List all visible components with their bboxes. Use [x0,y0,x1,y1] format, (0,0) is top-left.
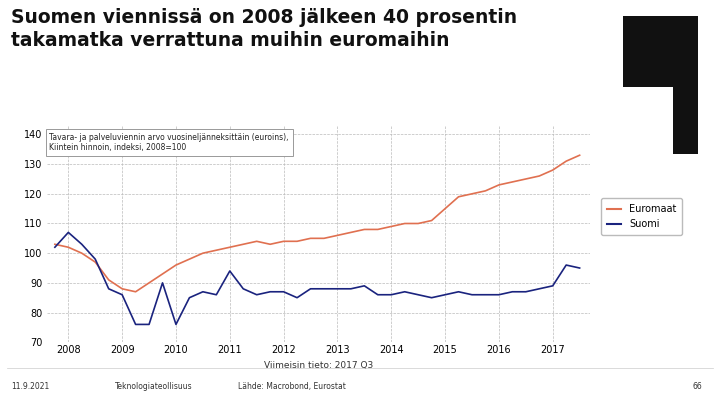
Suomi [78,242,86,247]
Euromaat [225,245,234,249]
Euromaat [91,260,99,264]
Euromaat [400,221,409,226]
Euromaat [535,174,544,179]
Suomi [521,289,530,294]
Text: Tavara- ja palveluviennin arvo vuosineljänneksittäin (euroins),
Kiintein hinnoin: Tavara- ja palveluviennin arvo vuosinelj… [50,133,289,152]
Suomi [212,292,220,297]
Euromaat [212,248,220,253]
Suomi [468,292,477,297]
Euromaat [521,177,530,181]
Euromaat [360,227,369,232]
Euromaat [495,183,503,188]
Euromaat [64,245,73,249]
Euromaat [414,221,423,226]
Euromaat [508,179,517,184]
Suomi [91,257,99,262]
Euromaat [549,168,557,173]
Euromaat [562,159,570,164]
X-axis label: Viimeisin tieto: 2017 Q3: Viimeisin tieto: 2017 Q3 [264,360,373,369]
Suomi [50,245,59,249]
Suomi [575,266,584,271]
Suomi [414,292,423,297]
Line: Euromaat: Euromaat [55,155,580,292]
Euromaat [145,280,153,285]
Euromaat [441,206,449,211]
Suomi [333,286,342,291]
Suomi [360,284,369,288]
Legend: Euromaat, Suomi: Euromaat, Suomi [600,198,682,235]
Euromaat [185,257,194,262]
Euromaat [279,239,288,244]
Euromaat [239,242,248,247]
Suomi [306,286,315,291]
Suomi [118,292,127,297]
Euromaat [118,286,127,291]
Euromaat [306,236,315,241]
Suomi [131,322,140,327]
Euromaat [253,239,261,244]
Euromaat [454,194,463,199]
Euromaat [199,251,207,256]
Suomi [346,286,355,291]
Euromaat [171,262,180,267]
Euromaat [158,271,167,276]
Suomi [320,286,328,291]
Suomi [549,284,557,288]
Text: 11.9.2021: 11.9.2021 [11,382,49,391]
Suomi [199,289,207,294]
Line: Suomi: Suomi [55,232,580,324]
Suomi [374,292,382,297]
Euromaat [346,230,355,235]
Euromaat [293,239,302,244]
Suomi [225,269,234,273]
Euromaat [374,227,382,232]
Suomi [495,292,503,297]
Euromaat [320,236,328,241]
Euromaat [481,188,490,193]
Euromaat [387,224,395,229]
Euromaat [427,218,436,223]
Suomi [400,289,409,294]
Suomi [387,292,395,297]
Suomi [454,289,463,294]
Suomi [253,292,261,297]
Text: Suomen viennissä on 2008 jälkeen 40 prosentin
takamatka verrattuna muihin euroma: Suomen viennissä on 2008 jälkeen 40 pros… [11,8,517,50]
Suomi [64,230,73,235]
Suomi [185,295,194,300]
Euromaat [131,289,140,294]
Suomi [158,280,167,285]
Euromaat [104,277,113,282]
Suomi [562,262,570,267]
Suomi [535,286,544,291]
Suomi [441,292,449,297]
Suomi [279,289,288,294]
Text: Lähde: Macrobond, Eurostat: Lähde: Macrobond, Eurostat [238,382,346,391]
Euromaat [50,242,59,247]
Text: 66: 66 [692,382,702,391]
Suomi [293,295,302,300]
Suomi [508,289,517,294]
Suomi [104,286,113,291]
Euromaat [78,251,86,256]
Suomi [145,322,153,327]
Suomi [239,286,248,291]
Suomi [171,322,180,327]
Euromaat [333,233,342,238]
Suomi [266,289,274,294]
Text: Teknologiateollisuus: Teknologiateollisuus [115,382,193,391]
Euromaat [266,242,274,247]
Suomi [481,292,490,297]
Suomi [427,295,436,300]
Euromaat [468,192,477,196]
Euromaat [575,153,584,158]
